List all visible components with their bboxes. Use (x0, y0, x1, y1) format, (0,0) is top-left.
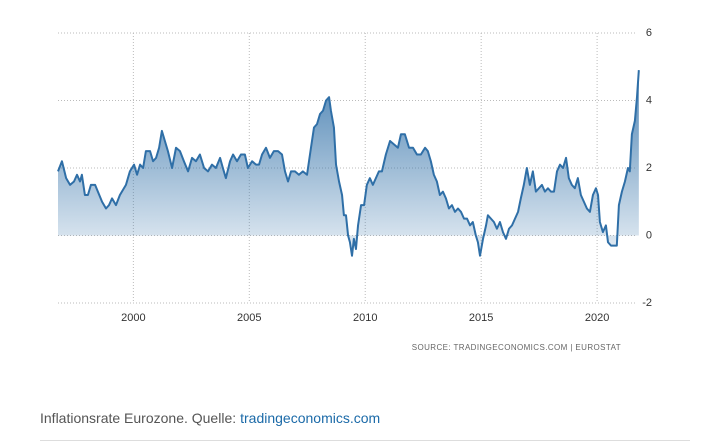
y-tick-label: -2 (642, 297, 652, 309)
source-link[interactable]: tradingeconomics.com (240, 410, 381, 426)
caption-text: Inflationsrate Eurozone. Quelle: (40, 410, 237, 426)
area-fill (58, 70, 639, 256)
y-tick-label: 6 (646, 27, 652, 39)
chart: SOURCE: TRADINGECONOMICS.COM | EUROSTAT … (57, 27, 652, 352)
x-tick-label: 2005 (237, 312, 261, 324)
y-tick-label: 0 (646, 229, 652, 241)
source-note: SOURCE: TRADINGECONOMICS.COM | EUROSTAT (412, 343, 621, 352)
series-line (57, 70, 640, 257)
caption: Inflationsrate Eurozone. Quelle: tradinge… (40, 410, 380, 426)
y-tick-label: 4 (646, 94, 652, 106)
x-tick-label: 2020 (585, 312, 609, 324)
x-tick-label: 2010 (353, 312, 377, 324)
x-tick-label: 2000 (121, 312, 145, 324)
divider (40, 440, 690, 441)
x-tick-label: 2015 (469, 312, 493, 324)
y-tick-label: 2 (646, 162, 652, 174)
